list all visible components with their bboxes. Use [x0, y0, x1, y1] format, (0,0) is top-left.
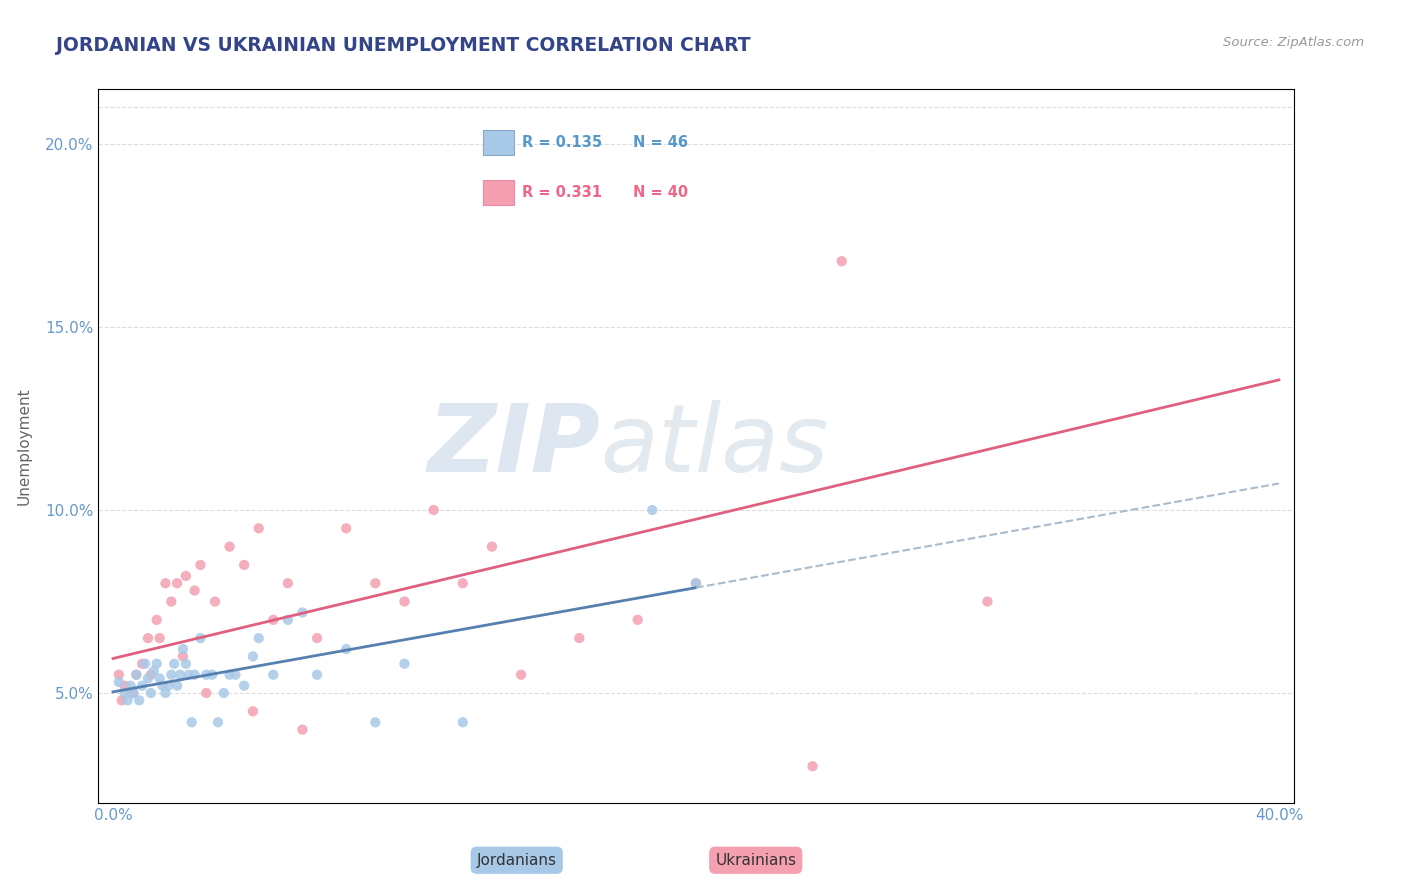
Point — [128, 693, 150, 707]
Point — [183, 667, 205, 681]
Point — [122, 686, 145, 700]
Point — [481, 540, 503, 554]
Point — [131, 657, 153, 671]
Point — [801, 759, 824, 773]
Point — [131, 679, 153, 693]
Point — [122, 686, 145, 700]
Point — [172, 649, 194, 664]
Point — [224, 667, 246, 681]
Point — [169, 667, 191, 681]
Point — [114, 679, 136, 693]
Point — [831, 254, 853, 268]
Point — [160, 667, 183, 681]
Text: Jordanians: Jordanians — [477, 853, 557, 868]
Point — [142, 664, 165, 678]
Point — [149, 672, 172, 686]
Point — [364, 715, 387, 730]
Point — [195, 686, 218, 700]
Point — [120, 686, 142, 700]
Point — [190, 631, 212, 645]
Point — [218, 540, 240, 554]
Point — [685, 576, 707, 591]
Point — [139, 667, 162, 681]
Point — [247, 521, 270, 535]
Point — [134, 657, 156, 671]
Point — [145, 613, 167, 627]
Point — [422, 503, 444, 517]
Point — [136, 672, 159, 686]
Point — [451, 715, 474, 730]
Point — [114, 686, 136, 700]
Point — [125, 667, 148, 681]
Point — [364, 576, 387, 591]
Point — [145, 657, 167, 671]
Y-axis label: Unemployment: Unemployment — [17, 387, 31, 505]
Point — [155, 576, 177, 591]
Text: ZIP: ZIP — [427, 400, 600, 492]
Point — [305, 631, 328, 645]
Point — [195, 667, 218, 681]
Point — [125, 667, 148, 681]
Point — [201, 667, 224, 681]
Point — [108, 667, 131, 681]
Point — [174, 657, 197, 671]
Point — [262, 667, 284, 681]
Point — [183, 583, 205, 598]
Point — [190, 558, 212, 572]
Point — [1326, 137, 1348, 152]
Point — [242, 649, 264, 664]
Point — [510, 667, 533, 681]
Point — [394, 657, 416, 671]
Point — [335, 642, 357, 657]
Point — [117, 693, 139, 707]
Point — [136, 631, 159, 645]
Point — [120, 679, 142, 693]
Point — [335, 521, 357, 535]
Point — [111, 693, 134, 707]
Point — [685, 576, 707, 591]
Point — [233, 558, 256, 572]
Point — [204, 594, 226, 608]
Point — [218, 667, 240, 681]
Text: Source: ZipAtlas.com: Source: ZipAtlas.com — [1223, 36, 1364, 49]
Text: atlas: atlas — [600, 401, 828, 491]
Point — [247, 631, 270, 645]
Point — [976, 594, 998, 608]
Point — [262, 613, 284, 627]
Point — [180, 715, 202, 730]
Point — [152, 679, 174, 693]
Point — [166, 679, 188, 693]
Point — [627, 613, 650, 627]
Point — [157, 679, 180, 693]
Point — [394, 594, 416, 608]
Point — [207, 715, 229, 730]
Point — [155, 686, 177, 700]
Text: Ukrainians: Ukrainians — [716, 853, 796, 868]
Point — [212, 686, 235, 700]
Point — [291, 606, 314, 620]
Point — [242, 704, 264, 718]
Text: JORDANIAN VS UKRAINIAN UNEMPLOYMENT CORRELATION CHART: JORDANIAN VS UKRAINIAN UNEMPLOYMENT CORR… — [56, 36, 751, 54]
Point — [277, 576, 299, 591]
Point — [177, 667, 200, 681]
Point — [291, 723, 314, 737]
Point — [166, 576, 188, 591]
Point — [277, 613, 299, 627]
Point — [149, 631, 172, 645]
Point — [163, 657, 186, 671]
Point — [305, 667, 328, 681]
Point — [108, 675, 131, 690]
Point — [174, 569, 197, 583]
Point — [451, 576, 474, 591]
Point — [160, 594, 183, 608]
Point — [233, 679, 256, 693]
Point — [568, 631, 591, 645]
Point — [172, 642, 194, 657]
Point — [139, 686, 162, 700]
Point — [641, 503, 664, 517]
